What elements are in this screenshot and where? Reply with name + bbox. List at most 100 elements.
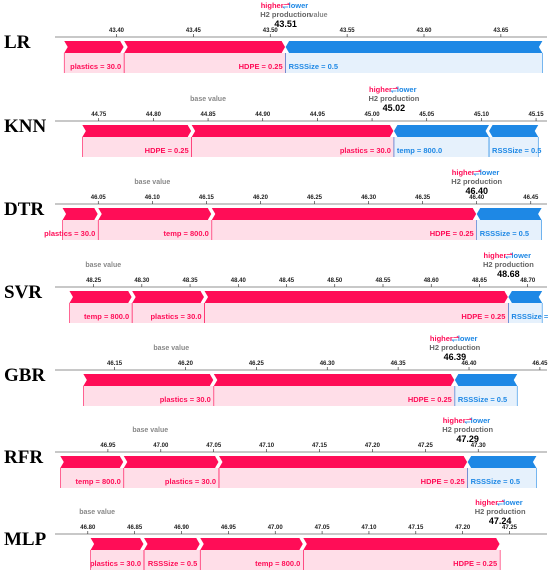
positive-feature-bar — [83, 374, 214, 386]
bar-separator — [187, 130, 193, 138]
positive-label-shade — [132, 303, 205, 323]
tick-label: 46.10 — [145, 195, 161, 201]
tick-label: 43.55 — [340, 28, 356, 34]
positive-feature-bar — [123, 456, 219, 468]
positive-feature-label: HDPE = 0.25 — [430, 229, 474, 238]
arrow-right-icon — [466, 417, 473, 420]
positive-label-shade — [204, 303, 509, 323]
tick-label: 43.40 — [109, 28, 125, 34]
tick-label: 46.40 — [462, 361, 478, 367]
bar-separator — [463, 461, 469, 469]
negative-feature-bar — [454, 374, 518, 386]
tick-label: 48.40 — [231, 278, 247, 284]
negative-label-shade — [489, 137, 539, 157]
model-label: DTR — [4, 199, 44, 220]
output-value: 43.51 — [274, 19, 297, 29]
positive-label-shade — [83, 386, 214, 406]
tick-label: 46.05 — [91, 195, 107, 201]
arrow-right-icon — [506, 252, 513, 255]
positive-feature-bar — [191, 125, 394, 137]
negative-feature-bar — [476, 208, 542, 220]
tick-label: 44.95 — [310, 112, 326, 118]
positive-label-shade — [90, 550, 145, 570]
bar-separator — [215, 461, 220, 469]
negative-feature-label: RSSSize = 0.5 — [458, 395, 507, 404]
force-plot-knn: KNN 44.75 44.80 44.85 44.90 44.95 45.00 45.05 45… — [4, 85, 547, 157]
negative-feature-bar — [489, 125, 539, 137]
tick-label: 46.90 — [174, 525, 190, 531]
tick-label: 46.95 — [221, 525, 237, 531]
swap-arrows-icon — [496, 499, 505, 506]
tick-label: 48.70 — [520, 278, 536, 284]
bar-separator — [207, 207, 213, 215]
bar-separator — [207, 213, 213, 221]
force-plot-gbr: GBR 46.15 46.20 46.25 46.30 46.35 46.40 46.45 ba… — [4, 334, 548, 406]
swap-arrows-icon — [390, 86, 399, 93]
tick-label: 47.25 — [502, 525, 518, 531]
swap-arrows-icon — [504, 252, 513, 259]
negative-label-shade — [476, 220, 542, 240]
higher-label: higher — [452, 168, 475, 177]
output-name: H2 production — [260, 10, 311, 19]
positive-label-shade — [211, 220, 477, 240]
bar-separator — [140, 537, 145, 545]
tick-label: 46.85 — [127, 525, 143, 531]
positive-feature-bar — [69, 291, 133, 303]
swap-arrows-icon — [473, 169, 482, 176]
bar-separator — [472, 213, 478, 221]
negative-feature-label: RSSSize = 0.5 — [289, 62, 338, 71]
negative-feature-label: RSSSize = 0.5 — [480, 229, 529, 238]
arrow-left-icon — [464, 421, 471, 424]
tick-label: 44.80 — [146, 112, 162, 118]
positive-feature-bar — [98, 208, 212, 220]
tick-label: 48.25 — [86, 278, 102, 284]
tick-label: 47.15 — [312, 443, 328, 449]
positive-feature-label: temp = 800.0 — [255, 559, 300, 568]
positive-label-shade — [200, 550, 304, 570]
tick-label: 47.00 — [153, 443, 169, 449]
positive-label-shade — [303, 550, 501, 570]
bar-separator — [187, 124, 193, 132]
base-value-label: base value — [134, 179, 170, 186]
tick-label: 46.95 — [100, 443, 116, 449]
bar-separator — [128, 296, 133, 304]
tick-label: 47.05 — [206, 443, 222, 449]
tick-label: 43.65 — [493, 28, 509, 34]
positive-feature-label: HDPE = 0.25 — [408, 395, 452, 404]
tick-label: 46.45 — [523, 195, 539, 201]
negative-label-shade — [285, 53, 543, 73]
bar-separator — [390, 124, 395, 132]
swap-arrows-icon — [451, 335, 460, 342]
tick-label: 46.80 — [80, 525, 96, 531]
bar-separator — [120, 46, 125, 54]
higher-label: higher — [475, 498, 498, 507]
positive-feature-label: HDPE = 0.25 — [145, 146, 189, 155]
tick-label: 46.45 — [532, 361, 548, 367]
tick-label: 45.15 — [529, 112, 545, 118]
force-plot-lr: LR 43.40 43.45 43.50 43.55 43.60 43.65 value hig… — [4, 1, 547, 73]
output-name: H2 production — [442, 425, 493, 434]
output-name: H2 production — [369, 94, 420, 103]
positive-label-shade — [98, 220, 212, 240]
bar-separator — [504, 290, 509, 298]
negative-feature-label: RSSSize = 0.5 — [511, 312, 550, 321]
bar-separator — [450, 373, 456, 381]
negative-label-shade — [393, 137, 490, 157]
positive-feature-bar — [219, 456, 468, 468]
tick-label: 48.30 — [134, 278, 150, 284]
bar-separator — [281, 46, 287, 54]
positive-feature-bar — [132, 291, 205, 303]
positive-feature-bar — [303, 538, 501, 550]
bar-separator — [450, 379, 456, 387]
bar-separator — [209, 373, 215, 381]
negative-feature-label: RSSSize = 0.5 — [471, 477, 520, 486]
output-name: H2 production — [475, 507, 526, 516]
tick-label: 46.25 — [307, 195, 323, 201]
output-value: 47.24 — [489, 516, 512, 526]
output-value: 46.39 — [444, 352, 467, 362]
tick-label: 46.15 — [107, 361, 123, 367]
bar-separator — [200, 296, 205, 304]
bar-separator — [299, 543, 304, 551]
lower-label: lower — [480, 168, 500, 177]
arrow-right-icon — [392, 86, 399, 89]
